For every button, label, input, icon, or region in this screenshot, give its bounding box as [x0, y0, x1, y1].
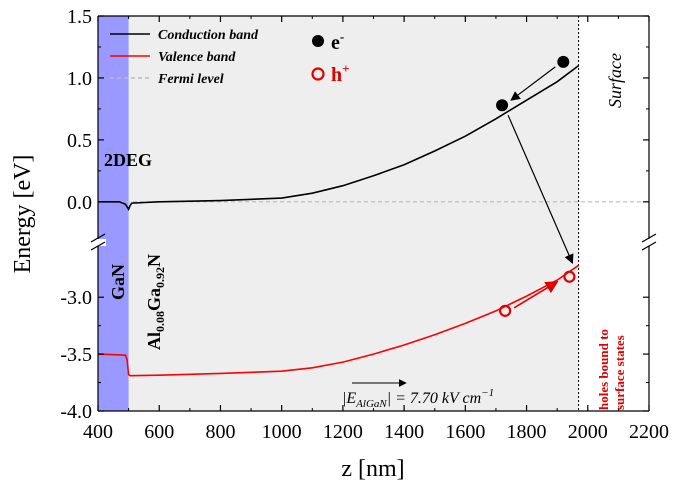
- label-2deg: 2DEG: [104, 150, 152, 170]
- electron-marker: [557, 55, 570, 68]
- x-axis-title: z [nm]: [341, 456, 404, 482]
- legend: Conduction band Valence band Fermi level: [110, 28, 259, 87]
- y-tick-label: 1.0: [67, 68, 92, 90]
- recombination-arrow: [507, 114, 574, 264]
- x-tick-label: 1800: [507, 421, 547, 443]
- holes-note: holes bound to surface states: [596, 329, 627, 410]
- label-algan: Al0.08Ga0.92N: [144, 254, 167, 350]
- y-tick-label: -4.0: [60, 401, 92, 423]
- axis-break-mark-right: [641, 241, 657, 251]
- carrier-legend: e- h+: [311, 29, 350, 86]
- label-gan: GaN: [108, 264, 128, 300]
- x-tick-label: 1200: [323, 421, 363, 443]
- electron-legend-icon: [312, 35, 324, 47]
- label-surface: Surface: [605, 53, 625, 108]
- y-tick-label: 0.5: [67, 130, 92, 152]
- holes-note-line1: holes bound to: [596, 329, 611, 410]
- x-tick-label: 600: [144, 421, 174, 443]
- y-tick-label: 0.0: [67, 192, 92, 214]
- y-tick-label: 1.5: [67, 6, 92, 28]
- svg-text:|EAlGaN| = 7.70 kV cm−1: |EAlGaN| = 7.70 kV cm−1: [342, 387, 494, 410]
- legend-label-valence: Valence band: [158, 50, 236, 65]
- conduction-band-line: [98, 64, 580, 212]
- electron-drift-arrow: [510, 66, 556, 101]
- x-tick-label: 1600: [445, 421, 485, 443]
- x-tick-label: 400: [83, 421, 113, 443]
- axis-break-gap-right: [641, 239, 657, 246]
- hole-marker: [499, 304, 512, 317]
- axis-break-gap-left: [90, 239, 106, 246]
- x-tick-label: 800: [205, 421, 235, 443]
- legend-label-conduction: Conduction band: [158, 28, 259, 43]
- axis-break-mark-right: [641, 233, 657, 243]
- x-tick-label: 2000: [568, 421, 608, 443]
- hole-legend-label: h+: [331, 61, 350, 86]
- ticks-layer: 400 600 800 1000 1200 1400 1600 1800 2000 2200 0.0…: [60, 6, 669, 443]
- holes-note-line2: surface states: [612, 335, 627, 410]
- x-tick-label: 1000: [262, 421, 302, 443]
- hole-drift-arrow: [513, 281, 559, 309]
- y-tick-label: -3.5: [60, 344, 92, 366]
- electron-legend-label: e-: [331, 29, 344, 54]
- carrier-markers: [496, 55, 576, 317]
- regions: [98, 16, 580, 411]
- x-tick-label: 1400: [384, 421, 424, 443]
- axis-break-mark-left: [90, 233, 106, 243]
- y-tick-label: -3.0: [60, 287, 92, 309]
- gan-region: [98, 16, 129, 411]
- electron-marker: [496, 99, 509, 112]
- x-tick-label: 2200: [629, 421, 669, 443]
- legend-label-fermi: Fermi level: [157, 72, 224, 87]
- algan-region: [128, 16, 579, 411]
- y-axis-title: Energy [eV]: [10, 155, 36, 274]
- field-label: |EAlGaN| = 7.70 kV cm−1: [342, 379, 494, 410]
- axis-break-mark-left: [90, 241, 106, 251]
- hole-legend-icon: [311, 67, 325, 81]
- hole-marker: [563, 270, 576, 283]
